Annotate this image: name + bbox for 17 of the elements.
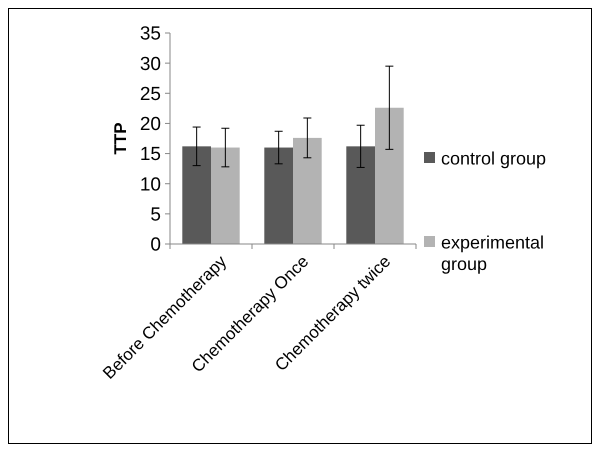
y-axis-title: TTP [111, 122, 130, 155]
y-tick-label: 15 [140, 144, 161, 166]
y-tick-label: 10 [140, 174, 161, 196]
y-tick-label: 0 [150, 234, 161, 256]
y-tick-label: 20 [140, 114, 161, 136]
y-tick-label: 25 [140, 84, 161, 105]
bar [375, 108, 404, 244]
y-tick-label: 5 [150, 204, 161, 226]
y-tick-label: 35 [140, 24, 161, 45]
y-tick-label: 30 [140, 54, 161, 75]
bar [293, 138, 322, 244]
bar [264, 148, 293, 244]
legend-label: control group [441, 148, 546, 168]
bar [211, 148, 240, 244]
legend-label: experimental group [441, 232, 544, 274]
bar [346, 146, 375, 244]
bar [182, 146, 211, 244]
